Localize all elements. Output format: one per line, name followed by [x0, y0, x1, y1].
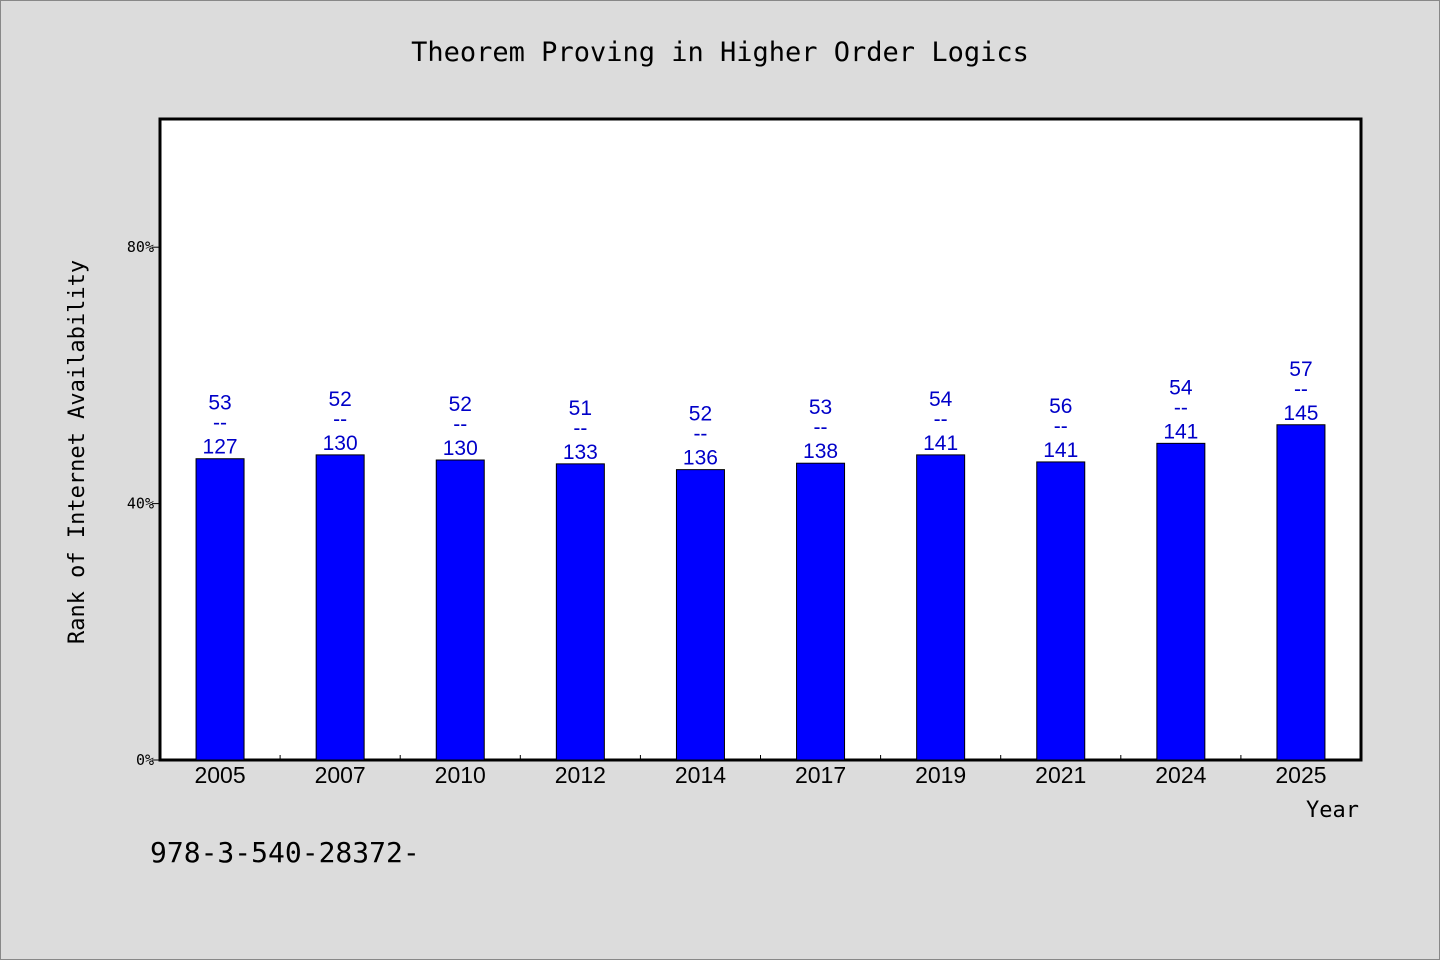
data-label-sep: -- — [573, 417, 587, 440]
y-tick-label: 80% — [127, 238, 154, 256]
data-label-top: 54 — [929, 388, 953, 411]
data-label-sep: -- — [934, 408, 948, 431]
data-label-sep: -- — [693, 423, 707, 446]
x-tick-label: 2010 — [435, 762, 486, 788]
data-label-sep: -- — [213, 412, 227, 435]
chart-title: Theorem Proving in Higher Order Logics — [411, 37, 1029, 68]
data-label-bottom: 141 — [1043, 439, 1078, 462]
x-tick-label: 2025 — [1275, 762, 1326, 788]
x-tick-label: 2012 — [555, 762, 606, 788]
data-label-bottom: 130 — [443, 437, 478, 460]
footer-isbn: 978-3-540-28372- — [150, 836, 420, 869]
x-tick-label: 2007 — [315, 762, 366, 788]
data-label-bottom: 130 — [323, 432, 358, 455]
bar — [796, 462, 846, 761]
y-axis-label: Rank of Internet Availability — [65, 260, 90, 644]
y-tick-label: 40% — [127, 495, 154, 513]
x-tick-label: 2017 — [795, 762, 846, 788]
data-label-top: 56 — [1049, 395, 1072, 418]
x-tick-label: 2021 — [1035, 762, 1086, 788]
data-label-sep: -- — [333, 408, 347, 431]
bar — [1156, 442, 1206, 761]
bar — [315, 454, 365, 761]
bar — [675, 469, 725, 761]
bar — [555, 463, 605, 761]
x-tick-label: 2019 — [915, 762, 966, 788]
data-label-top: 52 — [328, 388, 351, 411]
data-label-top: 52 — [449, 393, 472, 416]
x-tick-label: 2024 — [1155, 762, 1206, 788]
data-label-sep: -- — [1294, 378, 1308, 401]
x-tick-label: 2005 — [194, 762, 245, 788]
data-label-bottom: 141 — [1163, 420, 1198, 443]
bar-series — [195, 424, 1326, 761]
x-axis: 2005 2007 2010 2012 2014 2017 2019 2021 2024 2025 — [194, 755, 1327, 788]
bar — [1276, 424, 1326, 761]
y-tick-label: 0% — [136, 751, 154, 769]
data-label-bottom: 145 — [1283, 402, 1318, 425]
bar — [435, 459, 485, 761]
data-label-bottom: 127 — [203, 436, 238, 459]
data-label-top: 52 — [689, 403, 712, 426]
data-label-top: 51 — [569, 397, 592, 420]
bar — [916, 454, 966, 761]
data-label-top: 57 — [1289, 358, 1312, 381]
data-label-bottom: 136 — [683, 447, 718, 470]
data-label-sep: -- — [814, 416, 828, 439]
x-axis-label: Year — [1306, 798, 1359, 823]
bar — [1036, 461, 1086, 761]
data-label-bottom: 141 — [923, 432, 958, 455]
data-label-sep: -- — [453, 413, 467, 436]
x-tick-label: 2014 — [675, 762, 726, 788]
data-label-top: 53 — [809, 396, 832, 419]
data-label-bottom: 133 — [563, 441, 598, 464]
y-axis: 0% 40% 80% — [127, 238, 160, 769]
data-label-sep: -- — [1174, 396, 1188, 419]
data-label-top: 53 — [208, 392, 231, 415]
data-label-bottom: 138 — [803, 440, 838, 463]
data-label-top: 54 — [1169, 376, 1193, 399]
bar — [195, 458, 245, 761]
data-label-sep: -- — [1054, 415, 1068, 438]
data-labels: 53--12752--13052--13051--13352--13653--1… — [203, 358, 1319, 470]
